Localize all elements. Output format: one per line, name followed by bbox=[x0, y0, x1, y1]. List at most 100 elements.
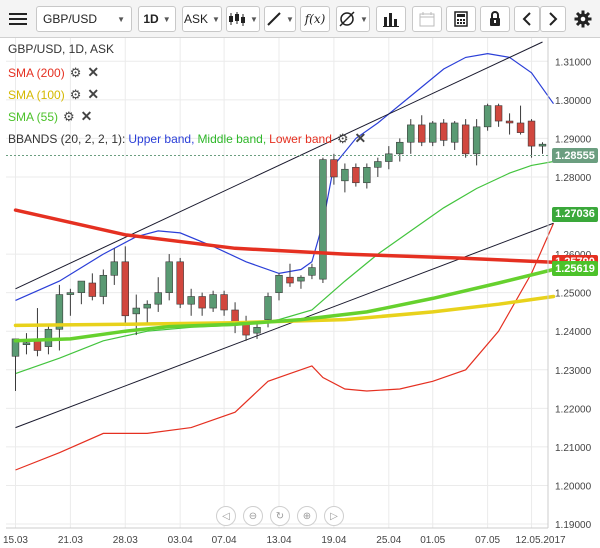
candle-body bbox=[450, 122, 459, 143]
calendar-button[interactable] bbox=[412, 6, 442, 32]
candle-body bbox=[121, 261, 129, 317]
y-tick-label: 1.22000 bbox=[555, 404, 592, 415]
candle-body bbox=[209, 294, 217, 309]
calculator-button[interactable] bbox=[446, 6, 476, 32]
zoom-in-button[interactable]: ⊕ bbox=[297, 506, 317, 526]
draw-line-button[interactable]: ▼ bbox=[264, 6, 296, 32]
candle bbox=[176, 257, 184, 309]
x-tick-label: 15.03 bbox=[3, 535, 28, 546]
sma200-line bbox=[13, 208, 556, 264]
candle bbox=[429, 121, 437, 147]
price-chart[interactable]: 1.310001.300001.290001.280001.260001.250… bbox=[0, 38, 600, 548]
chevron-down-icon: ▼ bbox=[360, 14, 368, 24]
chevron-down-icon: ▼ bbox=[162, 14, 171, 24]
candle bbox=[66, 288, 75, 316]
candle-body bbox=[275, 274, 283, 293]
x-tick-label: 13.04 bbox=[266, 535, 291, 546]
scroll-left-button[interactable] bbox=[514, 6, 540, 32]
candle-body bbox=[55, 294, 64, 330]
candle bbox=[220, 290, 228, 316]
zoom-in-icon: ⊕ bbox=[302, 510, 312, 522]
sma55-line bbox=[13, 267, 556, 343]
candle-body bbox=[374, 161, 382, 168]
x-tick-label: 19.04 bbox=[321, 535, 346, 546]
price-type-select[interactable]: ASK ▼ bbox=[182, 6, 222, 32]
pan-right-button[interactable]: ▷ bbox=[324, 506, 344, 526]
candle-body bbox=[220, 294, 228, 311]
pan-left-button[interactable]: ◁ bbox=[216, 506, 236, 526]
legend-middle-band: Middle band, bbox=[197, 131, 267, 146]
legend-symbol-text: GBP/USD, 1D, ASK bbox=[8, 42, 115, 56]
gear-icon[interactable]: ⚙ bbox=[69, 64, 82, 80]
volume-bars-icon bbox=[383, 13, 399, 27]
candle bbox=[154, 277, 162, 312]
volume-button[interactable] bbox=[376, 6, 406, 32]
reset-zoom-button[interactable]: ↻ bbox=[270, 506, 290, 526]
gear-icon[interactable]: ⚙ bbox=[69, 86, 82, 102]
y-tick-label: 1.25000 bbox=[555, 289, 592, 300]
candle bbox=[99, 269, 108, 305]
candle-body bbox=[407, 124, 415, 143]
settings-button[interactable] bbox=[570, 6, 596, 32]
chevron-down-icon: ▼ bbox=[212, 14, 220, 24]
settings-gear-icon bbox=[574, 10, 592, 28]
candlestick-type-button[interactable]: ▼ bbox=[226, 6, 260, 32]
chart-area[interactable]: 1.310001.300001.290001.280001.260001.250… bbox=[0, 38, 600, 548]
candle bbox=[165, 254, 173, 301]
candle bbox=[505, 113, 514, 135]
gear-icon[interactable]: ⚙ bbox=[63, 108, 75, 124]
candle bbox=[77, 280, 86, 305]
candle bbox=[143, 300, 151, 324]
interval-select[interactable]: 1D ▼ bbox=[138, 6, 176, 32]
candle-body bbox=[33, 340, 42, 351]
symbol-select[interactable]: GBP/USD ▼ bbox=[36, 6, 132, 32]
candle bbox=[439, 119, 448, 147]
symbol-select-label: GBP/USD bbox=[43, 12, 98, 26]
candle-body bbox=[494, 105, 503, 122]
candle-body bbox=[143, 303, 151, 309]
close-icon[interactable]: ✕ bbox=[80, 108, 93, 124]
x-tick-label: 07.05 bbox=[475, 535, 500, 546]
candle-body bbox=[176, 261, 184, 305]
function-icon: f(x) bbox=[304, 12, 326, 26]
close-icon[interactable]: ✕ bbox=[87, 64, 100, 80]
candle-body bbox=[363, 167, 371, 184]
hamburger-menu-icon[interactable] bbox=[4, 6, 32, 32]
y-tick-label: 1.30000 bbox=[555, 96, 592, 107]
close-icon[interactable]: ✕ bbox=[87, 86, 100, 102]
price-type-label: ASK bbox=[184, 12, 209, 26]
candle-body bbox=[396, 141, 404, 155]
bb-lower-line bbox=[15, 222, 555, 471]
scroll-right-button[interactable] bbox=[540, 6, 566, 32]
candle bbox=[209, 290, 217, 312]
candle-body bbox=[77, 280, 86, 293]
lock-button[interactable] bbox=[480, 6, 510, 32]
close-icon[interactable]: ✕ bbox=[354, 130, 367, 146]
legend-sma55: SMA (55) ⚙ ✕ bbox=[8, 108, 92, 125]
legend-sma100: SMA (100) ⚙ ✕ bbox=[8, 86, 99, 103]
candle bbox=[330, 153, 338, 185]
candle-body bbox=[385, 153, 393, 162]
y-tick-label: 1.21000 bbox=[555, 443, 592, 454]
y-tick-label: 1.29000 bbox=[555, 134, 592, 145]
candle bbox=[494, 103, 503, 127]
candle bbox=[198, 292, 206, 316]
candle bbox=[527, 119, 536, 158]
function-button[interactable]: f(x) bbox=[300, 6, 330, 32]
candle bbox=[319, 157, 327, 283]
current-price-tag: 1.28555 bbox=[552, 148, 598, 164]
x-tick-label: 12.05.2017 bbox=[516, 535, 566, 546]
candle-body bbox=[297, 276, 305, 282]
legend-lower-band: Lower band bbox=[269, 131, 332, 146]
candle-body bbox=[352, 167, 360, 184]
legend-sma55-label: SMA (55) bbox=[8, 109, 59, 124]
gear-icon[interactable]: ⚙ bbox=[336, 130, 349, 146]
candlestick-type-icon bbox=[229, 12, 246, 26]
zoom-out-button[interactable]: ⊖ bbox=[243, 506, 263, 526]
candle-body bbox=[66, 292, 75, 295]
candle bbox=[352, 163, 360, 187]
candle-body bbox=[286, 276, 294, 284]
x-tick-label: 25.04 bbox=[376, 535, 401, 546]
legend-bbands-prefix: BBANDS (20, 2, 2, 1): bbox=[8, 131, 126, 146]
crosshair-button[interactable]: ▼ bbox=[336, 6, 370, 32]
